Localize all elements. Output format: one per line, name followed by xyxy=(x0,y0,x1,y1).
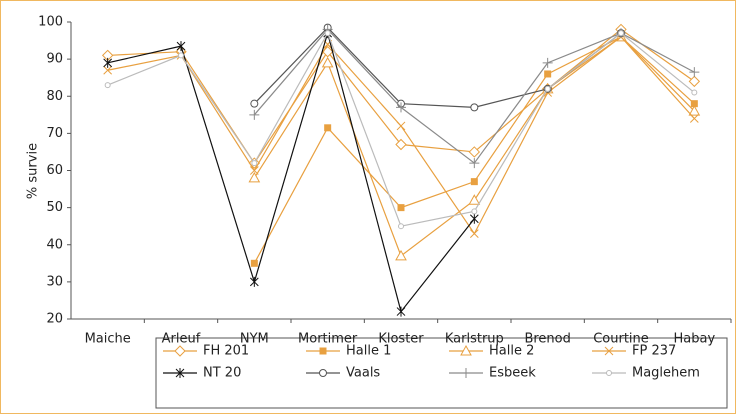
marker xyxy=(468,194,481,205)
x-tick-label: Karlstrup xyxy=(445,332,504,347)
y-tick-label: 40 xyxy=(46,237,63,252)
marker xyxy=(178,52,184,59)
marker xyxy=(396,306,406,317)
legend-label: FH 201 xyxy=(203,344,249,359)
y-tick-label: 80 xyxy=(46,89,63,104)
marker xyxy=(104,82,111,89)
marker xyxy=(396,121,406,131)
y-tick-label: 60 xyxy=(46,163,63,178)
marker xyxy=(321,56,334,68)
x-tick-label: Courtine xyxy=(593,332,649,347)
marker xyxy=(319,347,327,355)
y-tick-label: 70 xyxy=(46,126,63,141)
y-tick-label: 20 xyxy=(46,312,63,327)
marker xyxy=(689,67,700,78)
x-tick-label: Kloster xyxy=(378,332,424,347)
series-line xyxy=(253,28,695,164)
legend-label: Maglehem xyxy=(632,366,700,381)
x-tick-label: NYM xyxy=(240,332,269,347)
marker xyxy=(250,99,259,108)
legend-label: Vaals xyxy=(346,366,380,381)
marker xyxy=(468,146,481,158)
marker xyxy=(469,229,479,238)
marker xyxy=(249,109,260,120)
marker xyxy=(689,114,699,123)
marker xyxy=(618,30,624,37)
series-line xyxy=(107,31,695,227)
marker xyxy=(460,344,472,356)
marker xyxy=(544,85,551,92)
marker xyxy=(249,166,259,175)
marker xyxy=(461,368,471,378)
x-tick-label: Arleuf xyxy=(162,332,201,347)
marker xyxy=(544,70,552,78)
marker xyxy=(250,259,258,267)
series-line xyxy=(107,36,695,235)
marker xyxy=(395,249,407,261)
marker xyxy=(688,105,701,116)
marker xyxy=(469,158,480,169)
legend-box xyxy=(155,337,728,409)
marker xyxy=(470,178,478,186)
marker xyxy=(324,124,332,132)
y-tick-label: 30 xyxy=(46,274,63,289)
marker xyxy=(324,30,331,37)
y-tick-label: 100 xyxy=(38,15,63,30)
marker xyxy=(249,276,259,287)
marker xyxy=(248,171,261,183)
marker xyxy=(542,57,553,68)
marker xyxy=(395,138,407,151)
marker xyxy=(606,370,612,376)
legend-label: FP 237 xyxy=(632,344,676,359)
y-tick-label: 90 xyxy=(46,52,63,67)
marker xyxy=(251,160,258,167)
marker xyxy=(398,223,404,230)
marker xyxy=(176,41,186,52)
marker xyxy=(397,204,405,212)
legend-label: Halle 2 xyxy=(489,344,534,359)
marker xyxy=(103,65,113,75)
marker xyxy=(688,75,701,88)
marker xyxy=(103,57,113,68)
x-tick-label: Mortimer xyxy=(298,332,358,347)
y-axis-label: % survie xyxy=(26,143,41,199)
legend-label: Halle 1 xyxy=(346,344,391,359)
marker xyxy=(319,369,327,377)
marker xyxy=(604,346,614,356)
marker xyxy=(174,345,186,357)
marker xyxy=(175,368,185,378)
x-tick-label: Maiche xyxy=(85,332,131,347)
x-tick-label: Habay xyxy=(674,332,716,347)
y-tick-label: 50 xyxy=(46,200,63,215)
x-tick-label: Brenod xyxy=(524,332,570,347)
marker xyxy=(396,102,406,113)
marker xyxy=(471,208,478,215)
legend-label: NT 20 xyxy=(203,366,241,381)
marker xyxy=(691,89,698,96)
series-line xyxy=(107,30,475,313)
marker xyxy=(470,103,479,112)
legend-label: Esbeek xyxy=(489,366,536,381)
marker xyxy=(469,213,479,224)
